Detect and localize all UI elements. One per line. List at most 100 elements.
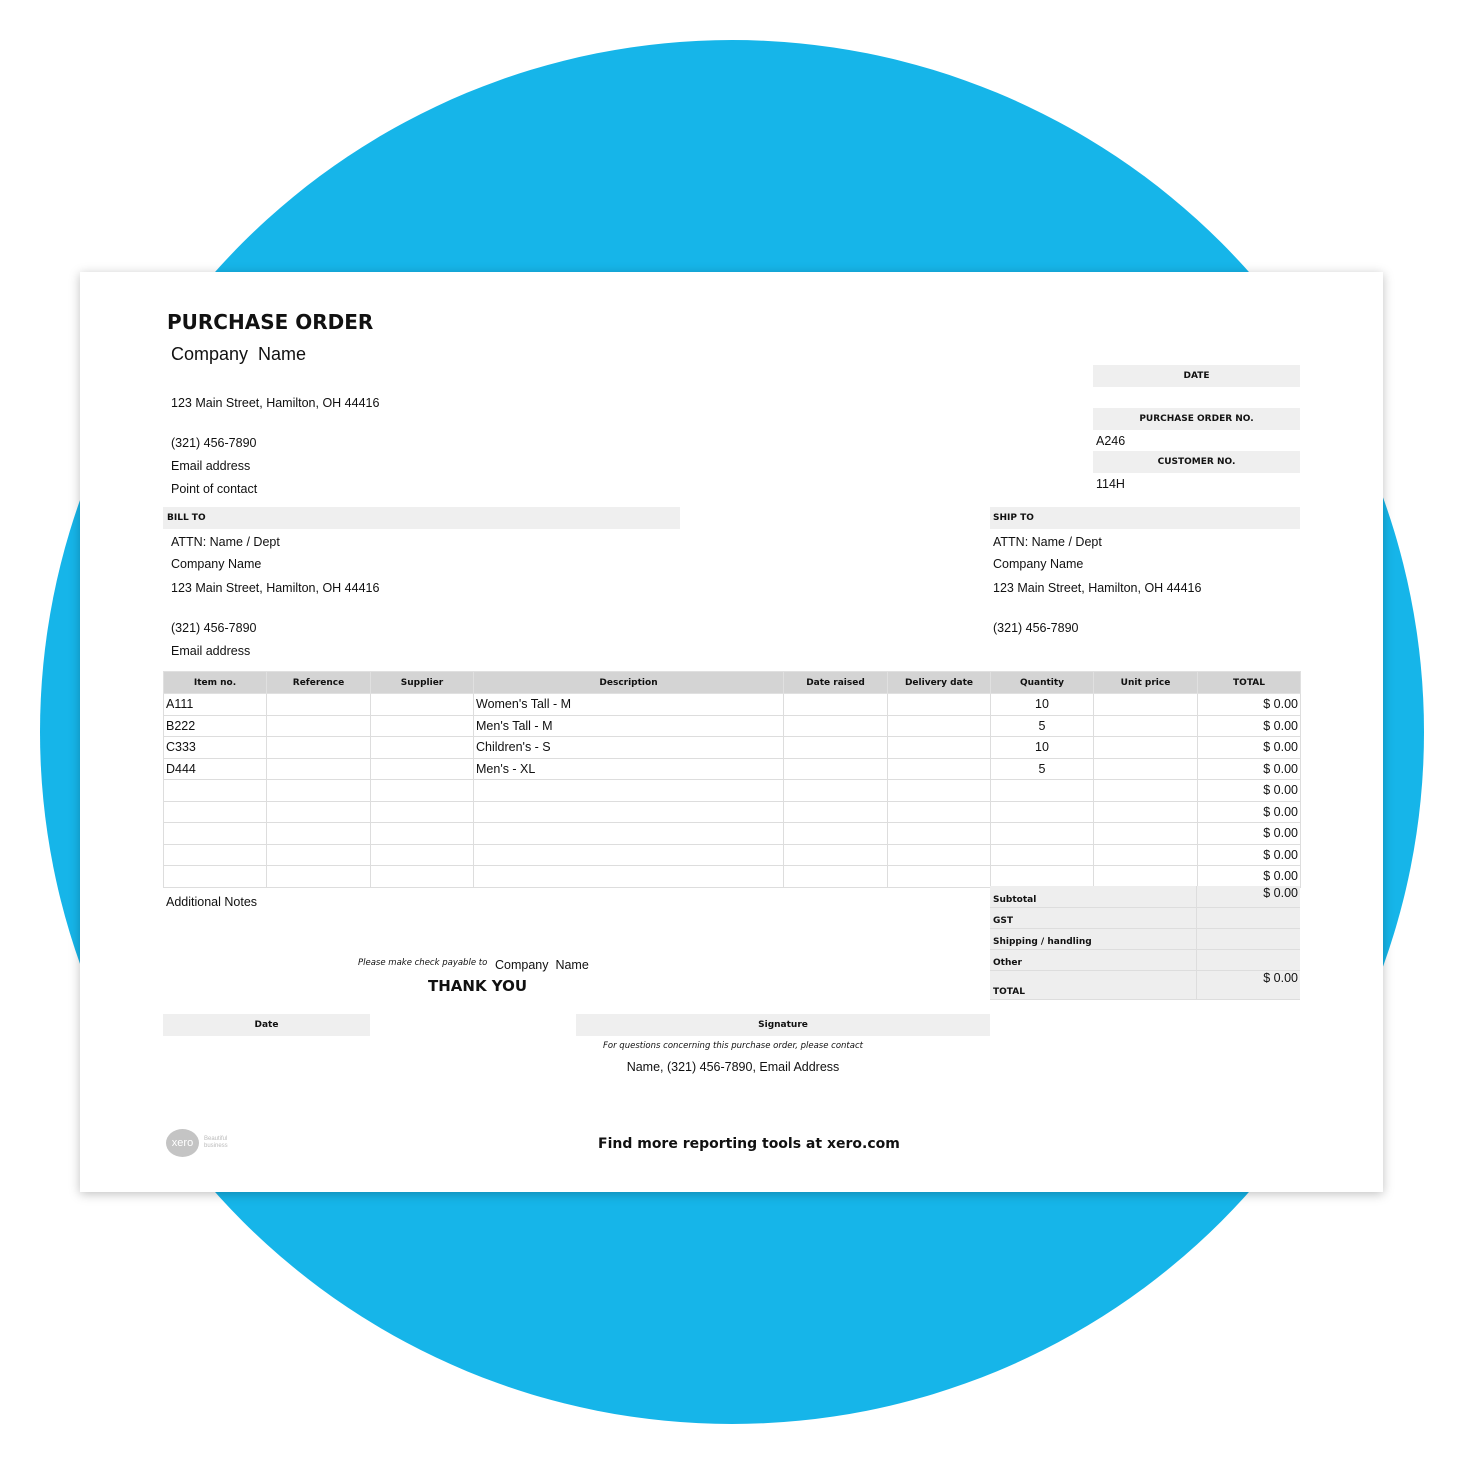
table-cell[interactable]: $ 0.00 [1197,865,1301,888]
table-cell[interactable] [990,779,1094,802]
table-cell[interactable] [370,800,474,823]
table-cell[interactable] [783,822,888,845]
summary-row: Other [990,950,1300,971]
table-cell[interactable]: $ 0.00 [1197,757,1301,780]
table-cell[interactable] [990,822,1094,845]
table-cell[interactable] [887,800,991,823]
table-cell[interactable] [266,779,371,802]
table-cell[interactable] [783,736,888,759]
table-cell[interactable]: $ 0.00 [1197,693,1301,716]
table-cell[interactable]: Men's - XL [473,757,784,780]
table-cell[interactable] [266,865,371,888]
table-cell[interactable] [370,693,474,716]
table-cell[interactable] [163,865,267,888]
table-cell[interactable] [783,800,888,823]
table-cell[interactable] [887,693,991,716]
table-cell[interactable]: 10 [990,693,1094,716]
table-cell[interactable] [1093,865,1198,888]
table-cell[interactable] [266,843,371,866]
table-cell[interactable] [370,779,474,802]
table-cell[interactable] [163,779,267,802]
bill-to-phone: (321) 456-7890 [171,621,257,635]
date-label: DATE [1093,365,1300,387]
table-cell[interactable] [473,843,784,866]
footer-link[interactable]: Find more reporting tools at xero.com [598,1136,900,1152]
table-cell[interactable] [266,714,371,737]
table-cell[interactable] [370,736,474,759]
table-cell[interactable]: A111 [163,693,267,716]
summary-row: GST [990,908,1300,929]
table-cell[interactable] [990,865,1094,888]
table-cell[interactable] [1093,822,1198,845]
table-cell[interactable]: 5 [990,714,1094,737]
table-cell[interactable] [990,800,1094,823]
additional-notes-label: Additional Notes [166,895,258,909]
table-cell[interactable] [266,822,371,845]
table-cell[interactable] [473,822,784,845]
bill-to-attn: ATTN: Name / Dept [171,535,280,549]
table-cell[interactable] [370,822,474,845]
table-cell[interactable]: Men's Tall - M [473,714,784,737]
po-number-value: A246 [1096,434,1126,448]
table-cell[interactable] [887,736,991,759]
summary-label: Other [990,950,1197,970]
table-cell[interactable] [370,714,474,737]
table-cell[interactable] [1093,736,1198,759]
table-cell[interactable] [473,865,784,888]
questions-text: For questions concerning this purchase o… [603,1041,863,1051]
table-cell[interactable] [783,865,888,888]
table-cell[interactable] [473,779,784,802]
table-cell[interactable] [1093,800,1198,823]
table-cell[interactable] [887,779,991,802]
table-cell[interactable]: $ 0.00 [1197,822,1301,845]
table-cell[interactable]: D444 [163,757,267,780]
table-cell[interactable] [1093,779,1198,802]
table-cell[interactable]: B222 [163,714,267,737]
table-cell[interactable] [370,757,474,780]
table-cell[interactable] [370,865,474,888]
table-cell[interactable] [783,843,888,866]
table-cell[interactable]: 10 [990,736,1094,759]
table-cell[interactable] [990,843,1094,866]
ship-to-phone: (321) 456-7890 [993,621,1079,635]
table-cell[interactable]: $ 0.00 [1197,779,1301,802]
table-cell[interactable] [266,736,371,759]
table-cell[interactable] [163,800,267,823]
table-row: D444 Men's - XL 5 $ 0.00 [163,757,1301,780]
table-cell[interactable]: Women's Tall - M [473,693,784,716]
table-cell[interactable] [887,822,991,845]
table-cell[interactable] [887,843,991,866]
table-cell[interactable]: $ 0.00 [1197,714,1301,737]
table-cell[interactable] [473,800,784,823]
table-cell[interactable] [783,757,888,780]
table-cell[interactable] [783,714,888,737]
table-cell[interactable]: $ 0.00 [1197,843,1301,866]
table-cell[interactable] [887,757,991,780]
table-cell[interactable] [887,865,991,888]
column-header: Description [473,671,784,694]
table-cell[interactable] [783,779,888,802]
table-cell[interactable] [783,693,888,716]
table-cell[interactable] [1093,843,1198,866]
table-cell[interactable] [163,822,267,845]
column-header: Supplier [370,671,474,694]
column-header: Quantity [990,671,1094,694]
table-cell[interactable] [1093,693,1198,716]
table-cell[interactable] [266,693,371,716]
table-cell[interactable] [163,843,267,866]
table-row: C333 Children's - S 10 $ 0.00 [163,736,1301,759]
date-box: Date [163,1014,370,1036]
table-cell[interactable] [370,843,474,866]
summary-value [1197,950,1300,970]
table-cell[interactable]: 5 [990,757,1094,780]
table-cell[interactable] [266,757,371,780]
table-cell[interactable] [1093,714,1198,737]
table-cell[interactable]: $ 0.00 [1197,736,1301,759]
table-cell[interactable] [266,800,371,823]
table-cell[interactable] [887,714,991,737]
summary-value: $ 0.00 [1197,971,1300,999]
table-cell[interactable] [1093,757,1198,780]
table-cell[interactable]: $ 0.00 [1197,800,1301,823]
table-cell[interactable]: C333 [163,736,267,759]
table-cell[interactable]: Children's - S [473,736,784,759]
